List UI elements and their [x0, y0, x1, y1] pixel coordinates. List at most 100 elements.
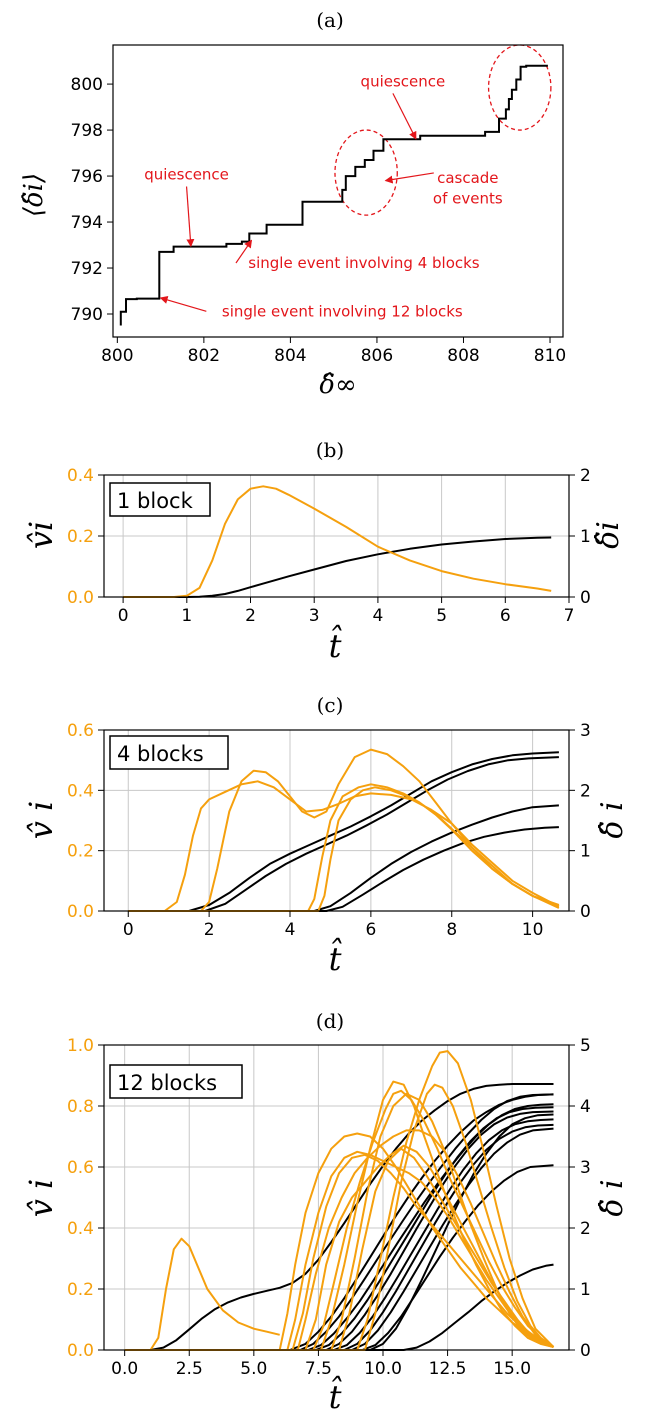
y-left-tick-label: 1.0 — [67, 1036, 94, 1056]
velocity-series-11 — [124, 1083, 555, 1351]
x-tick-label: 0 — [123, 920, 134, 940]
y-right-tick-label: 2 — [580, 781, 591, 801]
y-left-tick-label: 0.4 — [67, 466, 94, 486]
x-tick-label: 3 — [309, 606, 320, 626]
y-left-tick-label: 0.6 — [67, 1158, 94, 1178]
velocity-series-4 — [124, 1129, 555, 1351]
panel-d-legend: 12 blocks — [109, 1064, 243, 1099]
panel-c-xlabel: t̂ — [329, 937, 343, 978]
panel-a-xlabel: δ̂∞ — [319, 370, 356, 400]
y-right-tick-label: 2 — [580, 1219, 591, 1239]
annotation-arrow-4 — [384, 172, 434, 184]
panel-a-frame — [112, 44, 564, 338]
panel-c-ylabel-left: v̂ i — [22, 801, 60, 839]
x-tick-label: 12.5 — [429, 1359, 467, 1379]
x-tick-label: 0 — [118, 606, 129, 626]
displacement-series-5 — [124, 1110, 554, 1351]
displacement-series-0 — [128, 751, 559, 912]
x-tick-label: 0.0 — [111, 1359, 138, 1379]
displacement-series-2 — [128, 804, 559, 912]
panel-d-title: (d) — [316, 1009, 344, 1033]
panel-d-ylabel-right: δ̂ i — [595, 1179, 630, 1216]
annotation-arrow-3 — [159, 296, 207, 312]
cumulative-displacement-line — [119, 64, 548, 326]
panel-b-ylabel-right: δ̂i — [591, 521, 626, 549]
x-tick-label: 6 — [365, 920, 376, 940]
annotation-4: cascade — [437, 169, 498, 187]
x-tick-label: 5 — [436, 606, 447, 626]
x-tick-label: 7.5 — [305, 1359, 332, 1379]
cascade-ellipse-1 — [487, 44, 552, 131]
velocity-series-8 — [124, 1092, 554, 1351]
x-tick-label: 5.0 — [240, 1359, 267, 1379]
y-right-tick-label: 0 — [580, 1341, 591, 1361]
x-tick-label: 8 — [446, 920, 457, 940]
y-left-tick-label: 0.8 — [67, 1097, 94, 1117]
annotation-arrow-2 — [235, 239, 253, 264]
panel-b-title: (b) — [316, 438, 344, 462]
displacement-series-8 — [124, 1127, 554, 1351]
panel-d-frame — [103, 1044, 570, 1351]
x-tick-label: 10 — [522, 920, 544, 940]
velocity-series-6 — [124, 1089, 555, 1351]
y-right-tick-label: 5 — [580, 1036, 591, 1056]
panel-b-legend-text: 1 block — [117, 489, 194, 513]
panel-a-title: (a) — [316, 8, 344, 32]
velocity-series-7 — [124, 1080, 554, 1351]
displacement-series-0 — [124, 1083, 554, 1351]
displacement-series-7 — [124, 1123, 554, 1351]
y-tick-label: 800 — [71, 75, 103, 95]
y-left-tick-label: 0.2 — [67, 1280, 94, 1300]
y-right-tick-label: 1 — [580, 842, 591, 862]
annotation-2: single event involving 4 blocks — [248, 254, 480, 272]
x-tick-label: 7 — [564, 606, 575, 626]
panel-b-ylabel-left: v̂i — [22, 521, 60, 549]
y-right-tick-label: 4 — [580, 1097, 591, 1117]
x-tick-label: 15.0 — [493, 1359, 531, 1379]
y-right-tick-label: 3 — [580, 721, 591, 741]
velocity-series-2 — [128, 783, 560, 912]
x-tick-label: 4 — [372, 606, 383, 626]
y-right-tick-label: 2 — [580, 466, 591, 486]
x-tick-label: 2.5 — [176, 1359, 203, 1379]
panel-d-xlabel: t̂ — [329, 1375, 343, 1416]
x-tick-label: 800 — [101, 346, 133, 366]
velocity-series-0 — [124, 1237, 280, 1351]
y-right-tick-label: 1 — [580, 527, 591, 547]
y-left-tick-label: 0.4 — [67, 1219, 94, 1239]
panel-b-legend: 1 block — [109, 482, 211, 517]
x-tick-label: 10.0 — [364, 1359, 402, 1379]
y-right-tick-label: 3 — [580, 1158, 591, 1178]
panel-c-ylabel-right: δ̂ i — [595, 801, 630, 838]
displacement-series-1 — [128, 756, 559, 912]
y-left-tick-label: 0.0 — [67, 588, 94, 608]
panel-d: (d) 0.0 2.5 5.0 7.5 10.0 12.5 15.0 0.0 0.2 0.4 0.6… — [22, 1009, 630, 1416]
panel-d-legend-text: 12 blocks — [117, 1071, 217, 1095]
y-tick-label: 796 — [71, 167, 103, 187]
y-tick-label: 794 — [71, 213, 103, 233]
velocity-series-10 — [124, 1050, 555, 1351]
y-left-tick-label: 0.2 — [67, 842, 94, 862]
y-left-tick-label: 0.4 — [67, 781, 94, 801]
y-left-tick-label: 0.2 — [67, 527, 94, 547]
velocity-series-9 — [124, 1147, 554, 1351]
x-tick-label: 1 — [181, 606, 192, 626]
x-tick-label: 6 — [500, 606, 511, 626]
y-left-tick-label: 0.6 — [67, 721, 94, 741]
annotation-3: single event involving 12 blocks — [222, 302, 463, 320]
y-right-tick-label: 0 — [580, 902, 591, 922]
x-tick-label: 4 — [285, 920, 296, 940]
x-tick-label: 806 — [361, 346, 393, 366]
panel-c-frame — [103, 729, 570, 912]
cascade-ellipse-0 — [334, 129, 398, 216]
annotation-arrow-1 — [392, 93, 417, 140]
displacement-series-0 — [123, 536, 552, 598]
panel-a-ylabel: ⟨δ̂i⟩ — [19, 173, 49, 217]
x-tick-label: 2 — [204, 920, 215, 940]
y-tick-label: 792 — [71, 259, 103, 279]
panel-c-legend: 4 blocks — [109, 735, 229, 770]
panel-a: (a) quiescence quiescence single event inv… — [19, 8, 566, 400]
x-tick-label: 804 — [274, 346, 306, 366]
